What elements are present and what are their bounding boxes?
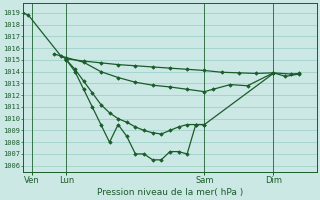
X-axis label: Pression niveau de la mer( hPa ): Pression niveau de la mer( hPa ) xyxy=(97,188,243,197)
